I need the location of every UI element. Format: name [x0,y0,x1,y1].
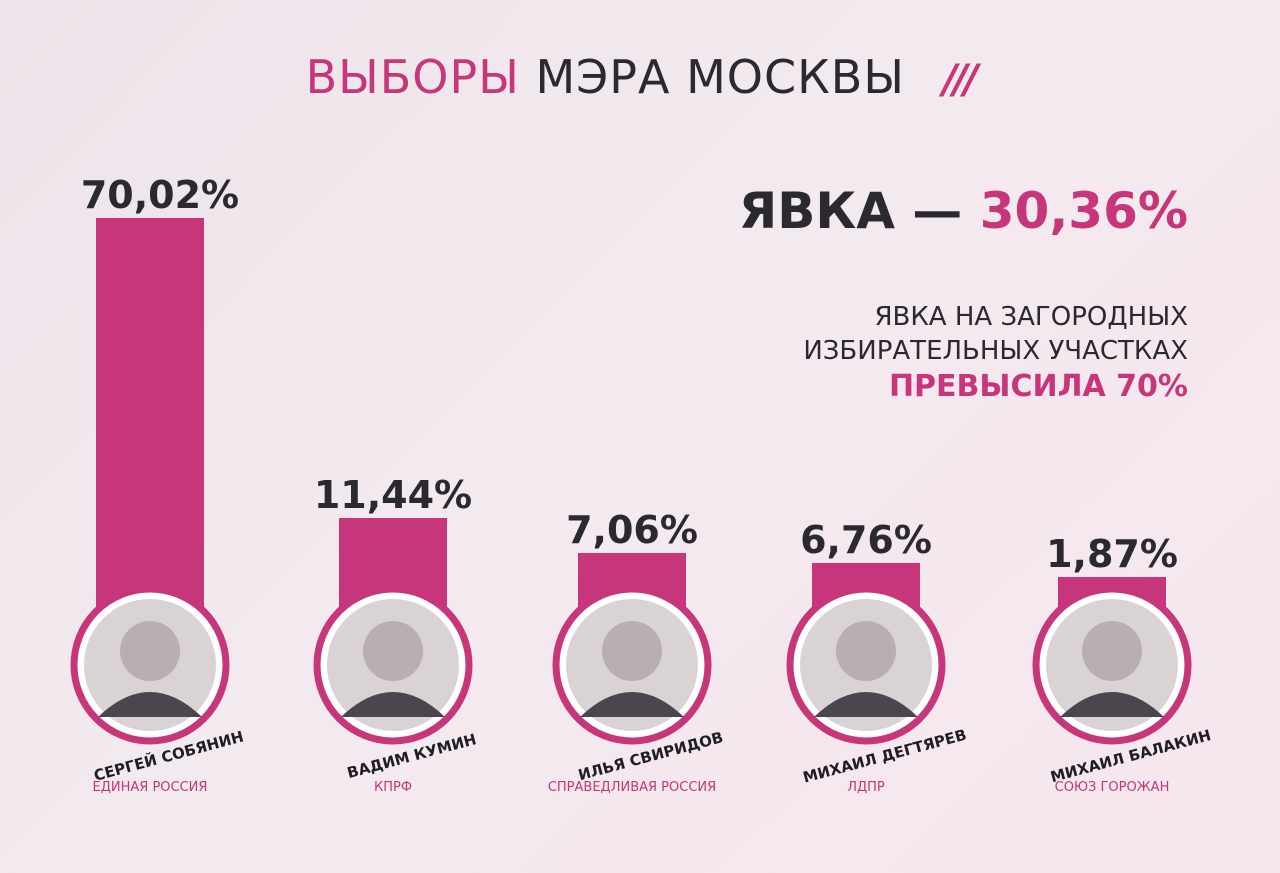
title-part1: ВЫБОРЫ [305,50,520,104]
portrait-head-4 [836,621,896,681]
portrait-body-4 [814,692,918,717]
portrait-head-3 [602,621,662,681]
turnout-value: 30,36% [979,182,1188,240]
value-label-2: 11,44% [314,473,472,517]
party-label-2: КПРФ [374,780,412,795]
value-label-3: 7,06% [566,508,698,552]
turnout-label: ЯВКА — [738,182,963,240]
party-label-4: ЛДПР [847,780,885,795]
turnout-headline: ЯВКА — 30,36% [739,182,1188,240]
slashes-logo: /// [942,57,979,103]
bar-1 [96,218,204,640]
note-highlight: ПРЕВЫСИЛА 70% [888,369,1188,404]
portrait-body-3 [580,692,684,717]
party-label-5: СОЮЗ ГОРОЖАН [1055,780,1170,795]
party-label-1: ЕДИНАЯ РОССИЯ [93,780,208,795]
portrait-body-1 [98,692,202,717]
party-label-3: СПРАВЕДЛИВАЯ РОССИЯ [548,780,716,795]
note-line2: ИЗБИРАТЕЛЬНЫХ УЧАСТКАХ [803,336,1188,366]
turnout-note: ЯВКА НА ЗАГОРОДНЫХ ИЗБИРАТЕЛЬНЫХ УЧАСТКА… [803,300,1188,404]
value-label-5: 1,87% [1046,532,1178,576]
portrait-head-1 [120,621,180,681]
portrait-head-5 [1082,621,1142,681]
portrait-body-5 [1060,692,1164,717]
note-line1: ЯВКА НА ЗАГОРОДНЫХ [874,302,1188,332]
title-part2: МЭРА МОСКВЫ [535,50,905,104]
value-label-1: 70,02% [81,173,239,217]
page-title: ВЫБОРЫ МЭРА МОСКВЫ /// [0,50,1280,104]
portrait-head-2 [363,621,423,681]
portrait-body-2 [341,692,445,717]
value-label-4: 6,76% [800,518,932,562]
